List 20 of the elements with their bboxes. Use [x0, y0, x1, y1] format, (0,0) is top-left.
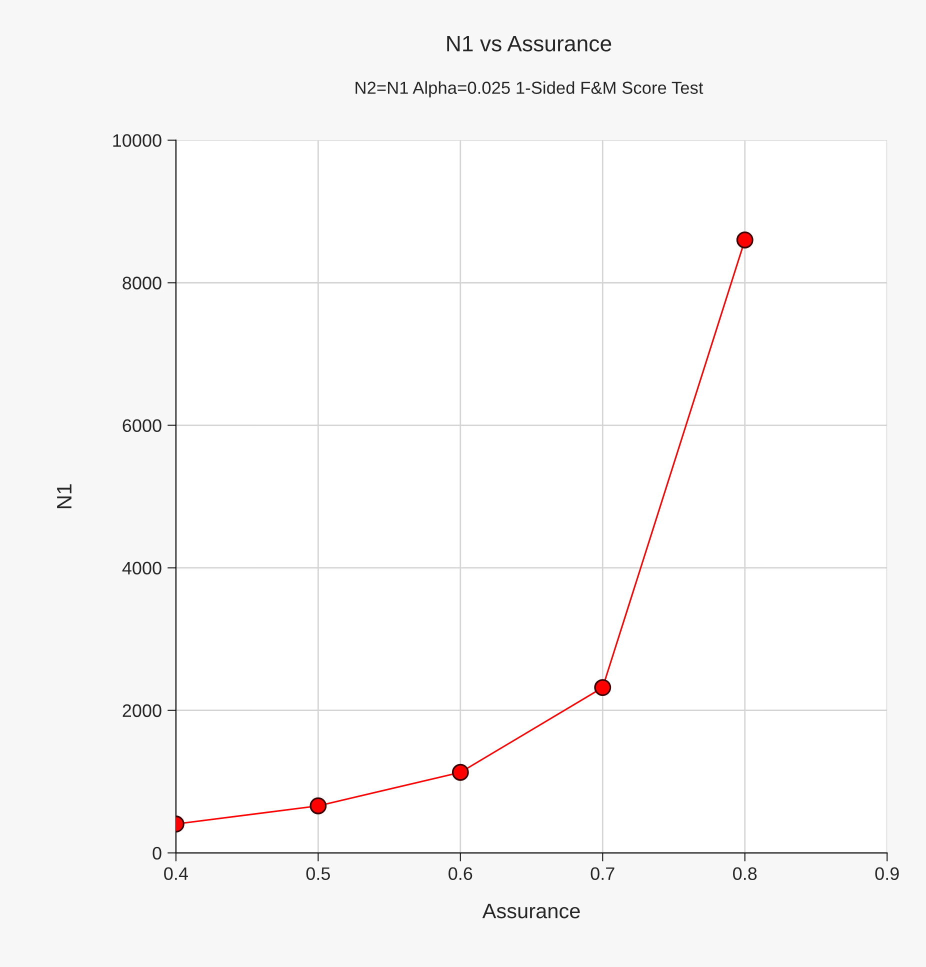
point — [452, 764, 469, 781]
y-tick-label: 2000 — [122, 704, 162, 718]
x-tick-label: 0.9 — [875, 867, 899, 880]
x-tick-label: 0.7 — [590, 867, 614, 880]
point — [736, 232, 754, 248]
y-tick-label: 10000 — [113, 134, 162, 147]
y-tick-label: 0 — [152, 846, 162, 860]
chart-title: N1 vs Assurance — [447, 36, 612, 52]
x-tick-label: 0.8 — [733, 867, 757, 880]
x-tick-label: 0.5 — [306, 867, 330, 880]
chart-subtitle: N2=N1 Alpha=0.025 1-Sided F&M Score Test — [356, 81, 704, 98]
y-tick-label: 6000 — [122, 419, 162, 432]
x-tick-label: 0.4 — [164, 867, 188, 880]
y-tick-label: 4000 — [122, 562, 162, 575]
point — [594, 679, 612, 696]
y-axis-title: N1 — [57, 484, 72, 508]
point — [310, 797, 327, 814]
x-tick-label: 0.6 — [448, 867, 472, 880]
x-axis-title: Assurance — [482, 904, 580, 918]
y-tick-label: 8000 — [122, 276, 162, 290]
